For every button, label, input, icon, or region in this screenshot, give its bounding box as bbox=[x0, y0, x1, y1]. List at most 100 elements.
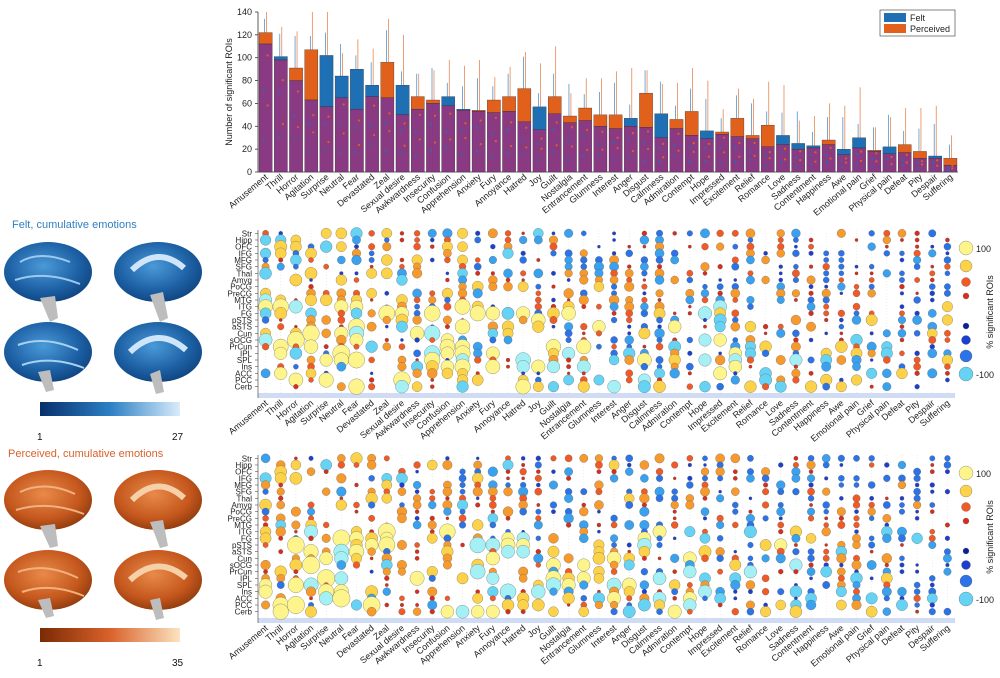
felt-bubble bbox=[473, 348, 483, 358]
bar-dot bbox=[460, 129, 463, 132]
perceived-bubble bbox=[350, 452, 363, 465]
perceived-bubble bbox=[641, 502, 647, 508]
bar-overlap bbox=[547, 113, 562, 173]
felt-bubble bbox=[454, 319, 471, 335]
perceived-bubble bbox=[490, 509, 495, 514]
perceived-bubble bbox=[398, 608, 406, 616]
felt-bubble bbox=[746, 255, 755, 265]
felt-bubble bbox=[759, 367, 772, 380]
felt-bubble bbox=[457, 227, 468, 239]
felt-bubble bbox=[896, 367, 908, 379]
felt-bubble bbox=[501, 320, 515, 333]
perceived-bubble bbox=[415, 603, 419, 607]
felt-bubble bbox=[640, 262, 649, 271]
bar-dot bbox=[566, 158, 570, 161]
perceived-bubble bbox=[625, 501, 634, 509]
perceived-bubble bbox=[429, 488, 435, 495]
felt-bubble bbox=[276, 262, 285, 271]
perceived-bubble bbox=[684, 560, 695, 570]
bar-dot bbox=[540, 137, 543, 140]
bar-dot bbox=[418, 138, 421, 141]
perceived-bubble bbox=[427, 533, 438, 544]
perceived-bubble bbox=[626, 595, 633, 602]
perceived-bubble bbox=[807, 507, 816, 516]
perceived-bubble bbox=[885, 496, 889, 501]
felt-bubble bbox=[943, 242, 952, 251]
felt-bubble bbox=[413, 310, 421, 317]
felt-bubble bbox=[867, 289, 876, 298]
perceived-bubble bbox=[384, 583, 389, 587]
felt-bubble bbox=[366, 321, 377, 332]
perceived-x-label: Calmness bbox=[627, 623, 664, 657]
felt-x-label: Glumness bbox=[566, 398, 604, 432]
bar-dot bbox=[414, 155, 417, 158]
felt-bubble bbox=[293, 384, 299, 390]
perceived-bubble bbox=[718, 489, 722, 494]
perceived-bubble bbox=[881, 586, 892, 597]
perceived-y-label: Str bbox=[242, 454, 253, 463]
perceived-bubble bbox=[794, 596, 798, 601]
felt-legend-circle bbox=[961, 335, 971, 345]
perceived-x-label: Zeal bbox=[371, 623, 391, 642]
perceived-bubble bbox=[671, 588, 679, 596]
felt-bubble bbox=[454, 345, 471, 362]
perceived-x-label: Fury bbox=[477, 623, 498, 643]
perceived-bubble bbox=[383, 455, 390, 462]
felt-bubble bbox=[716, 382, 724, 391]
bar-perceived-excess bbox=[745, 135, 760, 140]
felt-bubble bbox=[866, 367, 878, 379]
bar-category-label: Entrancement bbox=[540, 172, 590, 216]
perceived-bubble bbox=[611, 455, 617, 461]
bar-overlap bbox=[928, 158, 942, 173]
felt-bubble bbox=[882, 382, 892, 392]
felt-x-label: Insecurity bbox=[401, 398, 437, 431]
perceived-bubble bbox=[610, 608, 618, 616]
perceived-x-label: Love bbox=[764, 623, 785, 643]
felt-bubble bbox=[744, 347, 756, 359]
felt-bubble bbox=[412, 315, 422, 325]
perceived-bubble bbox=[516, 538, 530, 552]
bar-felt-excess bbox=[532, 106, 547, 130]
bar-overlap bbox=[502, 111, 516, 173]
perceived-bubble bbox=[915, 609, 920, 614]
perceived-bubble bbox=[852, 501, 861, 509]
felt-bubble bbox=[430, 378, 435, 382]
felt-bubble bbox=[332, 344, 351, 363]
perceived-x-label: Joy bbox=[525, 623, 543, 640]
felt-bubble bbox=[638, 380, 651, 394]
felt-bubble bbox=[550, 304, 557, 310]
felt-bubble bbox=[853, 343, 860, 350]
felt-bubble bbox=[415, 358, 419, 362]
perceived-bubble bbox=[913, 594, 921, 602]
felt-legend-max: 100 bbox=[976, 244, 991, 254]
felt-bubble bbox=[275, 234, 287, 246]
felt-bubble bbox=[641, 297, 648, 303]
bar-dot bbox=[357, 119, 361, 122]
felt-bubble bbox=[580, 376, 588, 384]
perceived-bubble bbox=[716, 535, 724, 542]
perceived-bubble bbox=[943, 607, 952, 616]
perceived-bubble bbox=[489, 548, 497, 556]
felt-bubble bbox=[277, 363, 285, 371]
felt-brain-title: Felt, cumulative emotions bbox=[12, 219, 137, 231]
perceived-bubble bbox=[294, 529, 298, 534]
perceived-x-label: Physical pain bbox=[844, 623, 891, 665]
felt-bubble bbox=[686, 336, 693, 344]
perceived-y-label: PoCG bbox=[230, 508, 252, 517]
perceived-bubble bbox=[519, 507, 527, 516]
bar-dot bbox=[799, 159, 802, 162]
bar-overlap bbox=[821, 144, 836, 173]
perceived-bubble bbox=[657, 556, 662, 561]
bar-category-label: Emotional pain bbox=[811, 172, 863, 218]
felt-bubble bbox=[642, 344, 647, 349]
perceived-bubble bbox=[627, 462, 632, 468]
felt-x-label: Nostalgia bbox=[538, 398, 573, 430]
perceived-bubble bbox=[606, 551, 622, 566]
felt-bubble bbox=[430, 237, 435, 243]
bar-perceived-excess bbox=[593, 114, 608, 127]
perceived-x-label: Nostalgia bbox=[538, 623, 573, 655]
bar-overlap bbox=[943, 164, 958, 173]
bar-dot bbox=[646, 130, 650, 133]
felt-bubble bbox=[716, 283, 724, 291]
felt-bubble bbox=[521, 278, 525, 282]
